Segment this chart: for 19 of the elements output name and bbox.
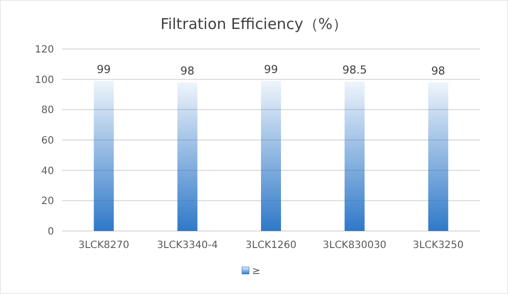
data-label: 99 <box>96 62 111 76</box>
chart-title: Filtration Efficiency（%） <box>160 15 348 33</box>
data-label: 98.5 <box>342 64 367 77</box>
y-tick-label: 20 <box>41 196 54 208</box>
data-label: 98 <box>180 64 194 78</box>
data-label: 98 <box>431 64 446 78</box>
y-tick-label: 80 <box>41 105 54 116</box>
x-tick-label: 3LCK8270 <box>78 240 130 251</box>
y-tick-label: 120 <box>34 44 54 56</box>
y-tick-label: 100 <box>34 74 54 86</box>
x-tick-label: 3LCK830030 <box>322 240 386 251</box>
x-tick-label: 3LCK3250 <box>412 240 464 251</box>
legend-label: ≥ <box>252 266 260 277</box>
y-tick-label: 0 <box>48 226 54 238</box>
y-tick-label: 40 <box>41 166 54 177</box>
data-label: 99 <box>264 62 278 76</box>
x-tick-label: 3LCK1260 <box>246 240 296 251</box>
x-tick-label: 3LCK3340-4 <box>156 240 218 251</box>
y-tick-label: 60 <box>41 136 54 146</box>
